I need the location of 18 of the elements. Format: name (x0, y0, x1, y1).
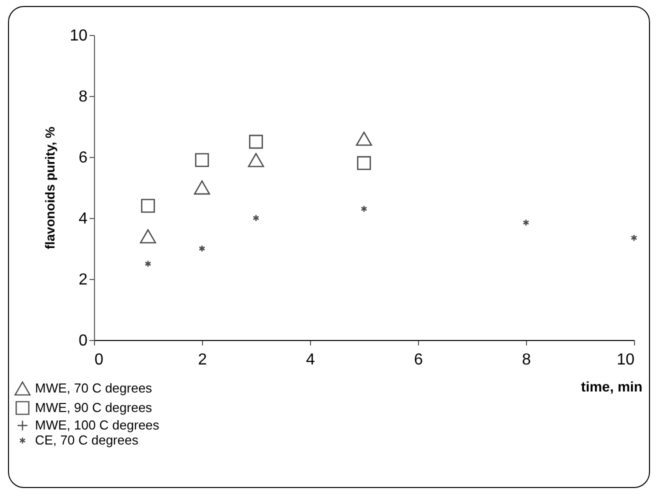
x-tick-label: 2 (198, 352, 208, 368)
x-tick-label: 6 (414, 352, 424, 368)
y-tick-label: 10 (70, 28, 88, 44)
y-axis-title: flavonoids purity, % (42, 126, 58, 250)
legend-label: MWE, 70 C degrees (35, 380, 153, 396)
legend-label: CE, 70 C degrees (35, 432, 139, 448)
x-axis-title: time, min (581, 378, 642, 394)
x-tick-label: 8 (522, 352, 532, 368)
y-tick-label: 0 (78, 332, 88, 350)
x-tick-label: 0 (94, 352, 104, 368)
x-tick-label: 4 (306, 352, 316, 368)
legend-label: MWE, 90 C degrees (35, 400, 153, 415)
y-tick-label: 2 (78, 272, 88, 288)
legend-label: MWE, 100 C degrees (35, 418, 160, 432)
y-tick-label: 4 (78, 210, 88, 228)
x-tick-label: 10 (616, 352, 635, 368)
y-tick-label: 8 (78, 88, 88, 106)
y-tick-label: 6 (78, 150, 88, 166)
